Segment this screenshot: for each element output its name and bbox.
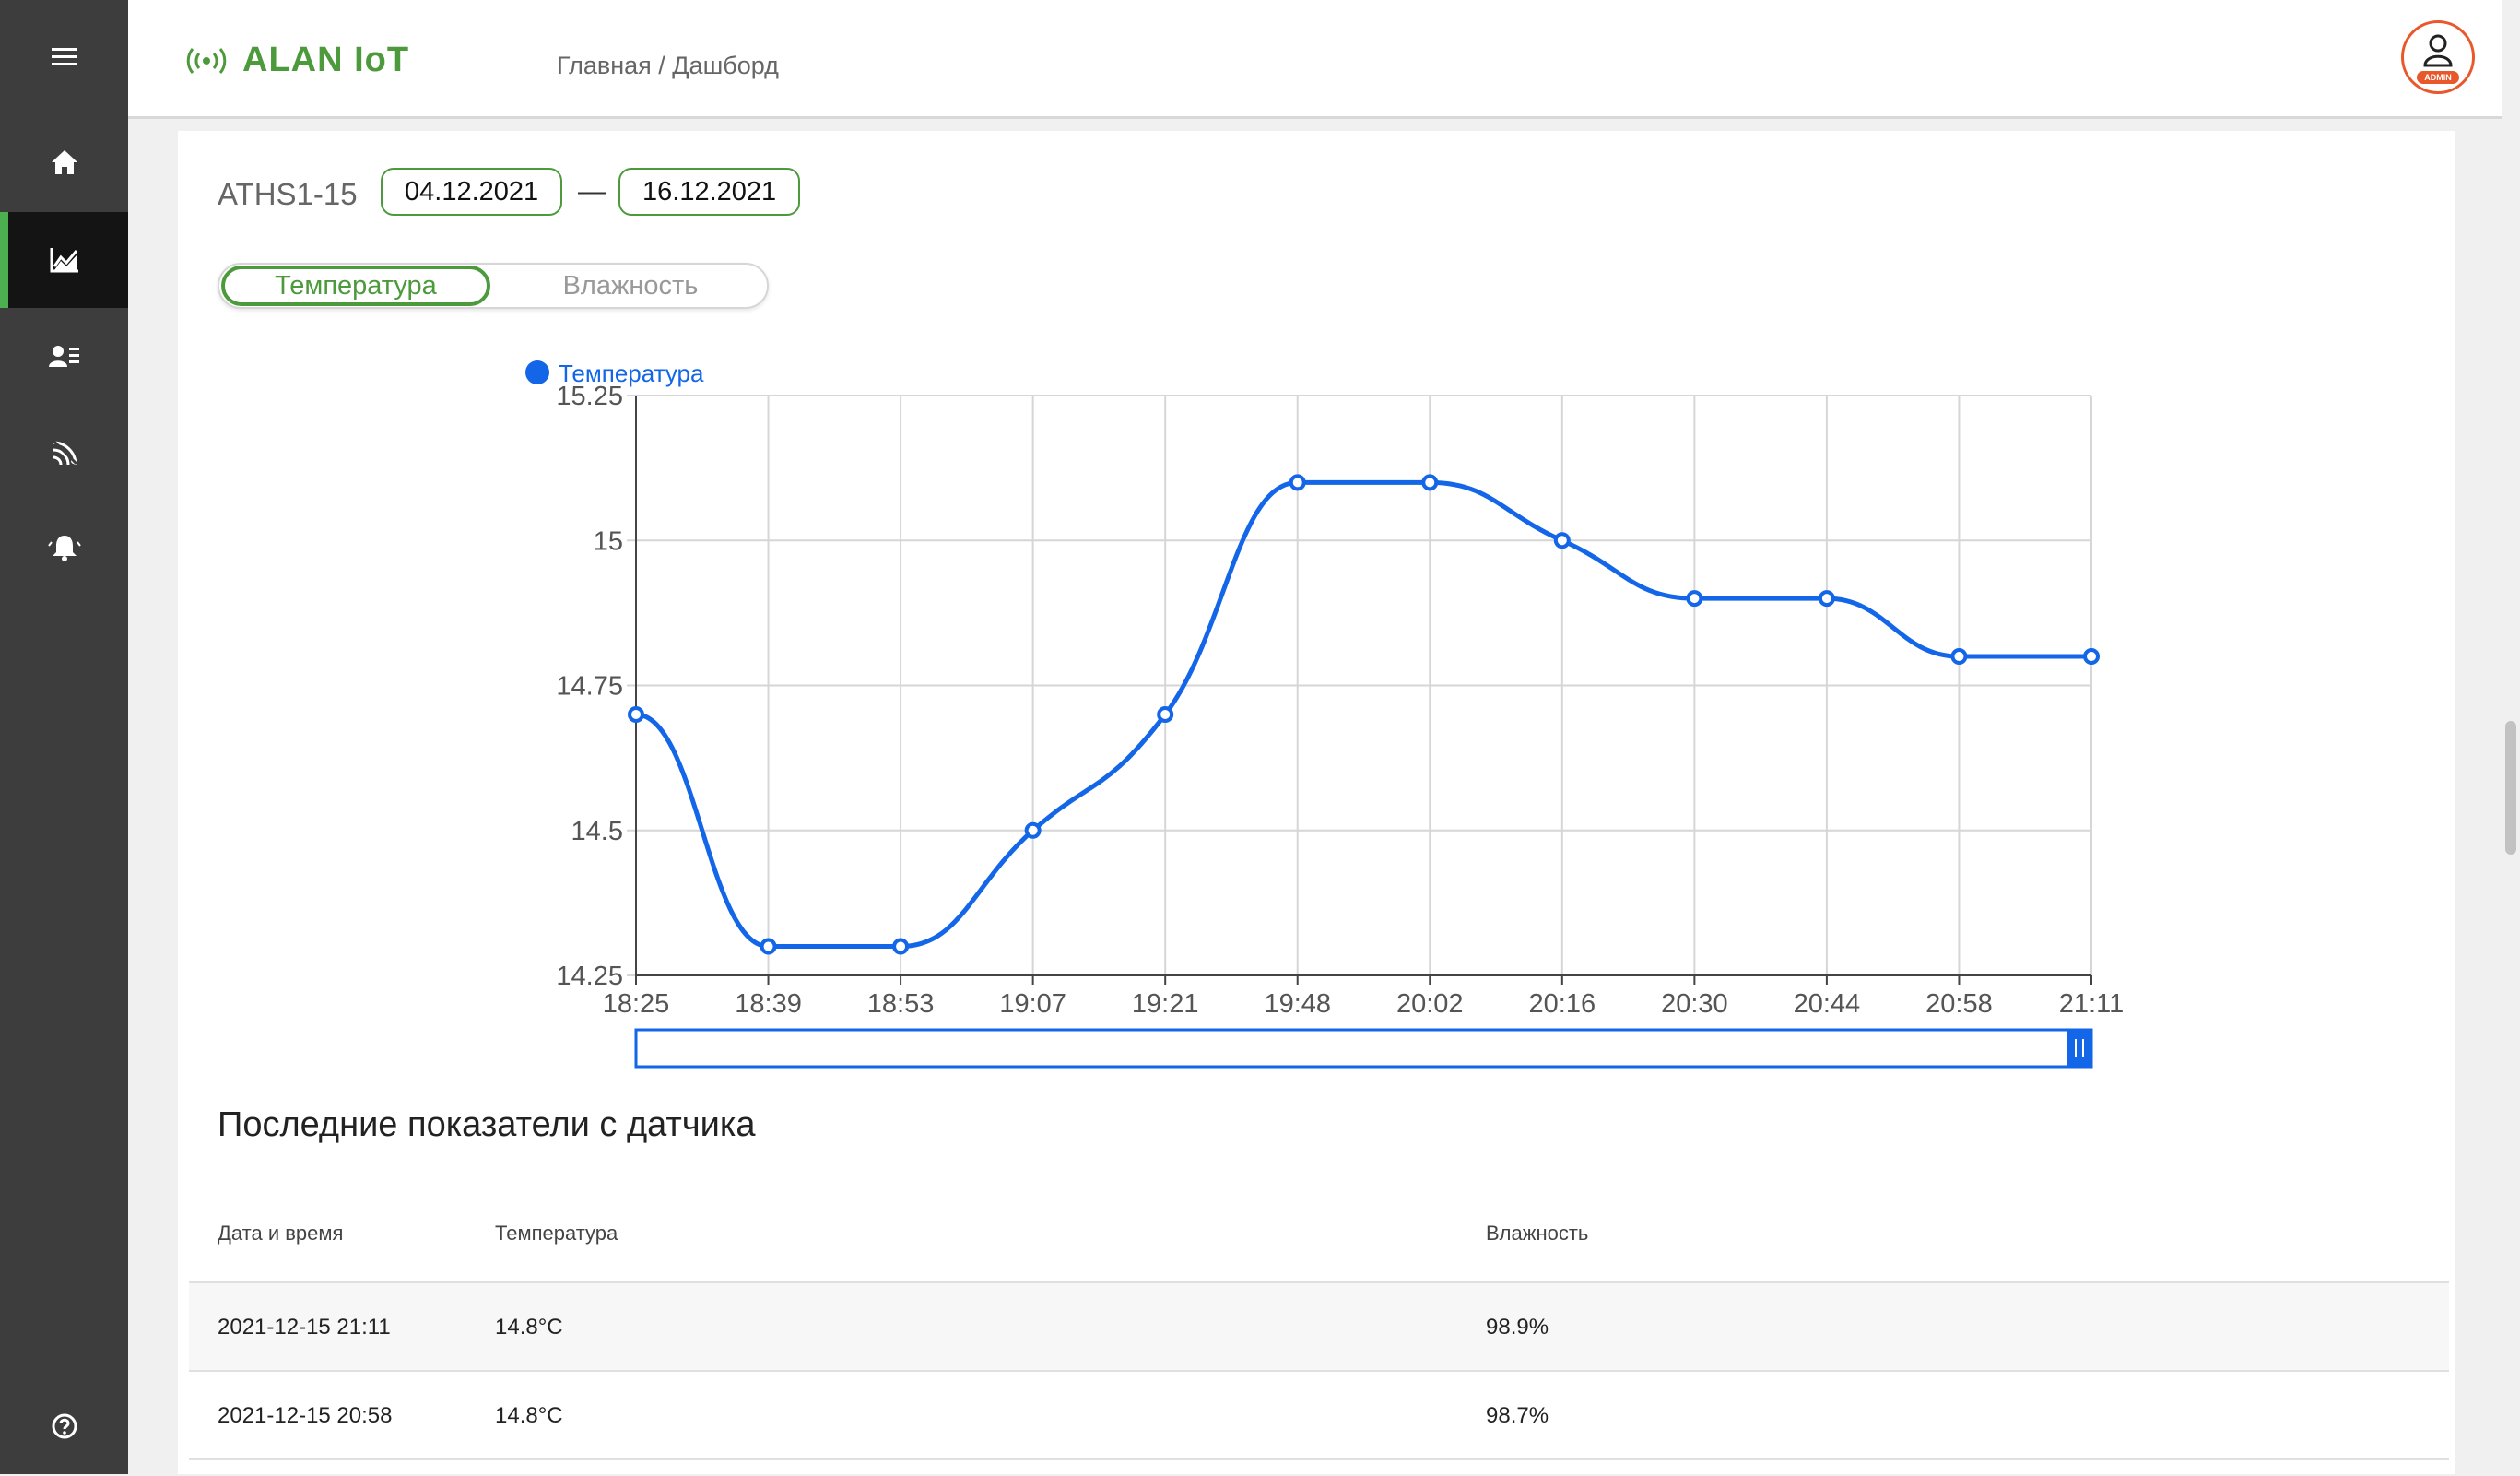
data-point (628, 705, 644, 723)
metric-toggle: Температура Влажность (218, 263, 769, 309)
top-header: ALAN IoT Главная / Дашборд ADMIN (128, 0, 2502, 119)
table-row (189, 1458, 2449, 1476)
cell-temperature: 14.8°C (495, 1315, 563, 1340)
legend-label: Температура (559, 360, 704, 387)
data-point (1024, 821, 1042, 839)
date-from-picker[interactable]: 04.12.2021 (381, 168, 563, 216)
x-tick-label: 18:53 (867, 989, 935, 1019)
legend-marker (525, 360, 549, 384)
column-header-temperature: Температура (495, 1222, 618, 1245)
menu-icon (51, 48, 77, 65)
table-title: Последние показатели с датчика (218, 1105, 756, 1144)
x-tick-label: 19:07 (999, 989, 1066, 1019)
device-name: ATHS1-15 (218, 177, 358, 211)
cell-temperature: 14.8°C (495, 1403, 563, 1428)
broadcast-icon (186, 47, 227, 74)
sidebar-menu-button[interactable] (0, 9, 128, 105)
date-separator: — (578, 176, 606, 207)
breadcrumb: Главная / Дашборд (557, 52, 779, 79)
app-name: ALAN IoT (242, 41, 410, 79)
data-point (760, 938, 777, 955)
data-point (1289, 474, 1306, 491)
x-tick-label: 20:02 (1396, 989, 1464, 1019)
data-point (1818, 590, 1835, 608)
data-point (2083, 648, 2100, 666)
sidebar-item-alarms[interactable] (0, 500, 128, 596)
table-row: 2021-12-15 21:11 14.8°C 98.9% (189, 1281, 2449, 1371)
y-tick-label: 14.75 (556, 672, 623, 702)
sidebar-item-users[interactable] (0, 308, 128, 404)
cell-datetime: 2021-12-15 21:11 (218, 1315, 391, 1340)
help-icon (52, 1413, 77, 1439)
x-tick-label: 18:25 (603, 989, 670, 1019)
data-point (1157, 705, 1174, 723)
data-point (892, 938, 910, 955)
column-header-humidity: Влажность (1486, 1222, 1589, 1245)
y-tick-label: 14.25 (556, 962, 623, 991)
column-header-datetime: Дата и время (218, 1222, 344, 1245)
date-to-picker[interactable]: 16.12.2021 (618, 168, 801, 216)
cell-humidity: 98.7% (1486, 1403, 1549, 1428)
home-icon (51, 150, 77, 174)
chart-icon (50, 248, 78, 273)
sidebar-item-help[interactable] (0, 1378, 128, 1474)
users-list-icon (48, 346, 79, 367)
x-tick-label: 20:16 (1529, 989, 1596, 1019)
cell-datetime: 2021-12-15 20:58 (218, 1403, 393, 1428)
x-tick-label: 18:39 (735, 989, 802, 1019)
y-tick-label: 15.25 (556, 382, 623, 411)
x-tick-label: 20:58 (1925, 989, 1993, 1019)
user-icon (2423, 34, 2453, 67)
cell-humidity: 98.9% (1486, 1315, 1549, 1340)
x-tick-label: 19:21 (1132, 989, 1199, 1019)
x-tick-label: 21:11 (2059, 989, 2124, 1019)
main-content-card: ATHS1-15 04.12.2021 — 16.12.2021 Темпера… (178, 131, 2455, 1474)
x-tick-label: 20:44 (1794, 989, 1861, 1019)
data-point (1421, 474, 1439, 491)
sidebar-item-home[interactable] (0, 114, 128, 210)
y-tick-label: 14.5 (571, 817, 623, 846)
x-tick-label: 20:30 (1661, 989, 1728, 1019)
y-tick-label: 15 (594, 526, 623, 556)
role-badge: ADMIN (2417, 71, 2459, 84)
tab-temperature[interactable]: Температура (221, 266, 490, 306)
x-tick-label: 19:48 (1264, 989, 1331, 1019)
sidebar (0, 0, 128, 1474)
sidebar-item-sensors[interactable] (0, 404, 128, 500)
zoom-slider-handle[interactable] (2067, 1030, 2091, 1067)
page-scrollbar[interactable] (2505, 721, 2516, 855)
table-row: 2021-12-15 20:58 14.8°C 98.7% (189, 1370, 2449, 1459)
zoom-slider[interactable] (634, 1028, 2093, 1069)
alarm-bell-icon (47, 536, 81, 561)
data-point (1553, 532, 1571, 549)
data-point (1686, 590, 1703, 608)
app-logo[interactable]: ALAN IoT (183, 41, 409, 80)
series-line-temperature (635, 479, 2091, 950)
tab-humidity[interactable]: Влажность (562, 271, 699, 301)
signal-icon (51, 438, 77, 466)
sidebar-item-dashboard[interactable] (0, 212, 128, 308)
data-point (1950, 648, 1968, 666)
user-avatar[interactable]: ADMIN (2401, 20, 2475, 94)
